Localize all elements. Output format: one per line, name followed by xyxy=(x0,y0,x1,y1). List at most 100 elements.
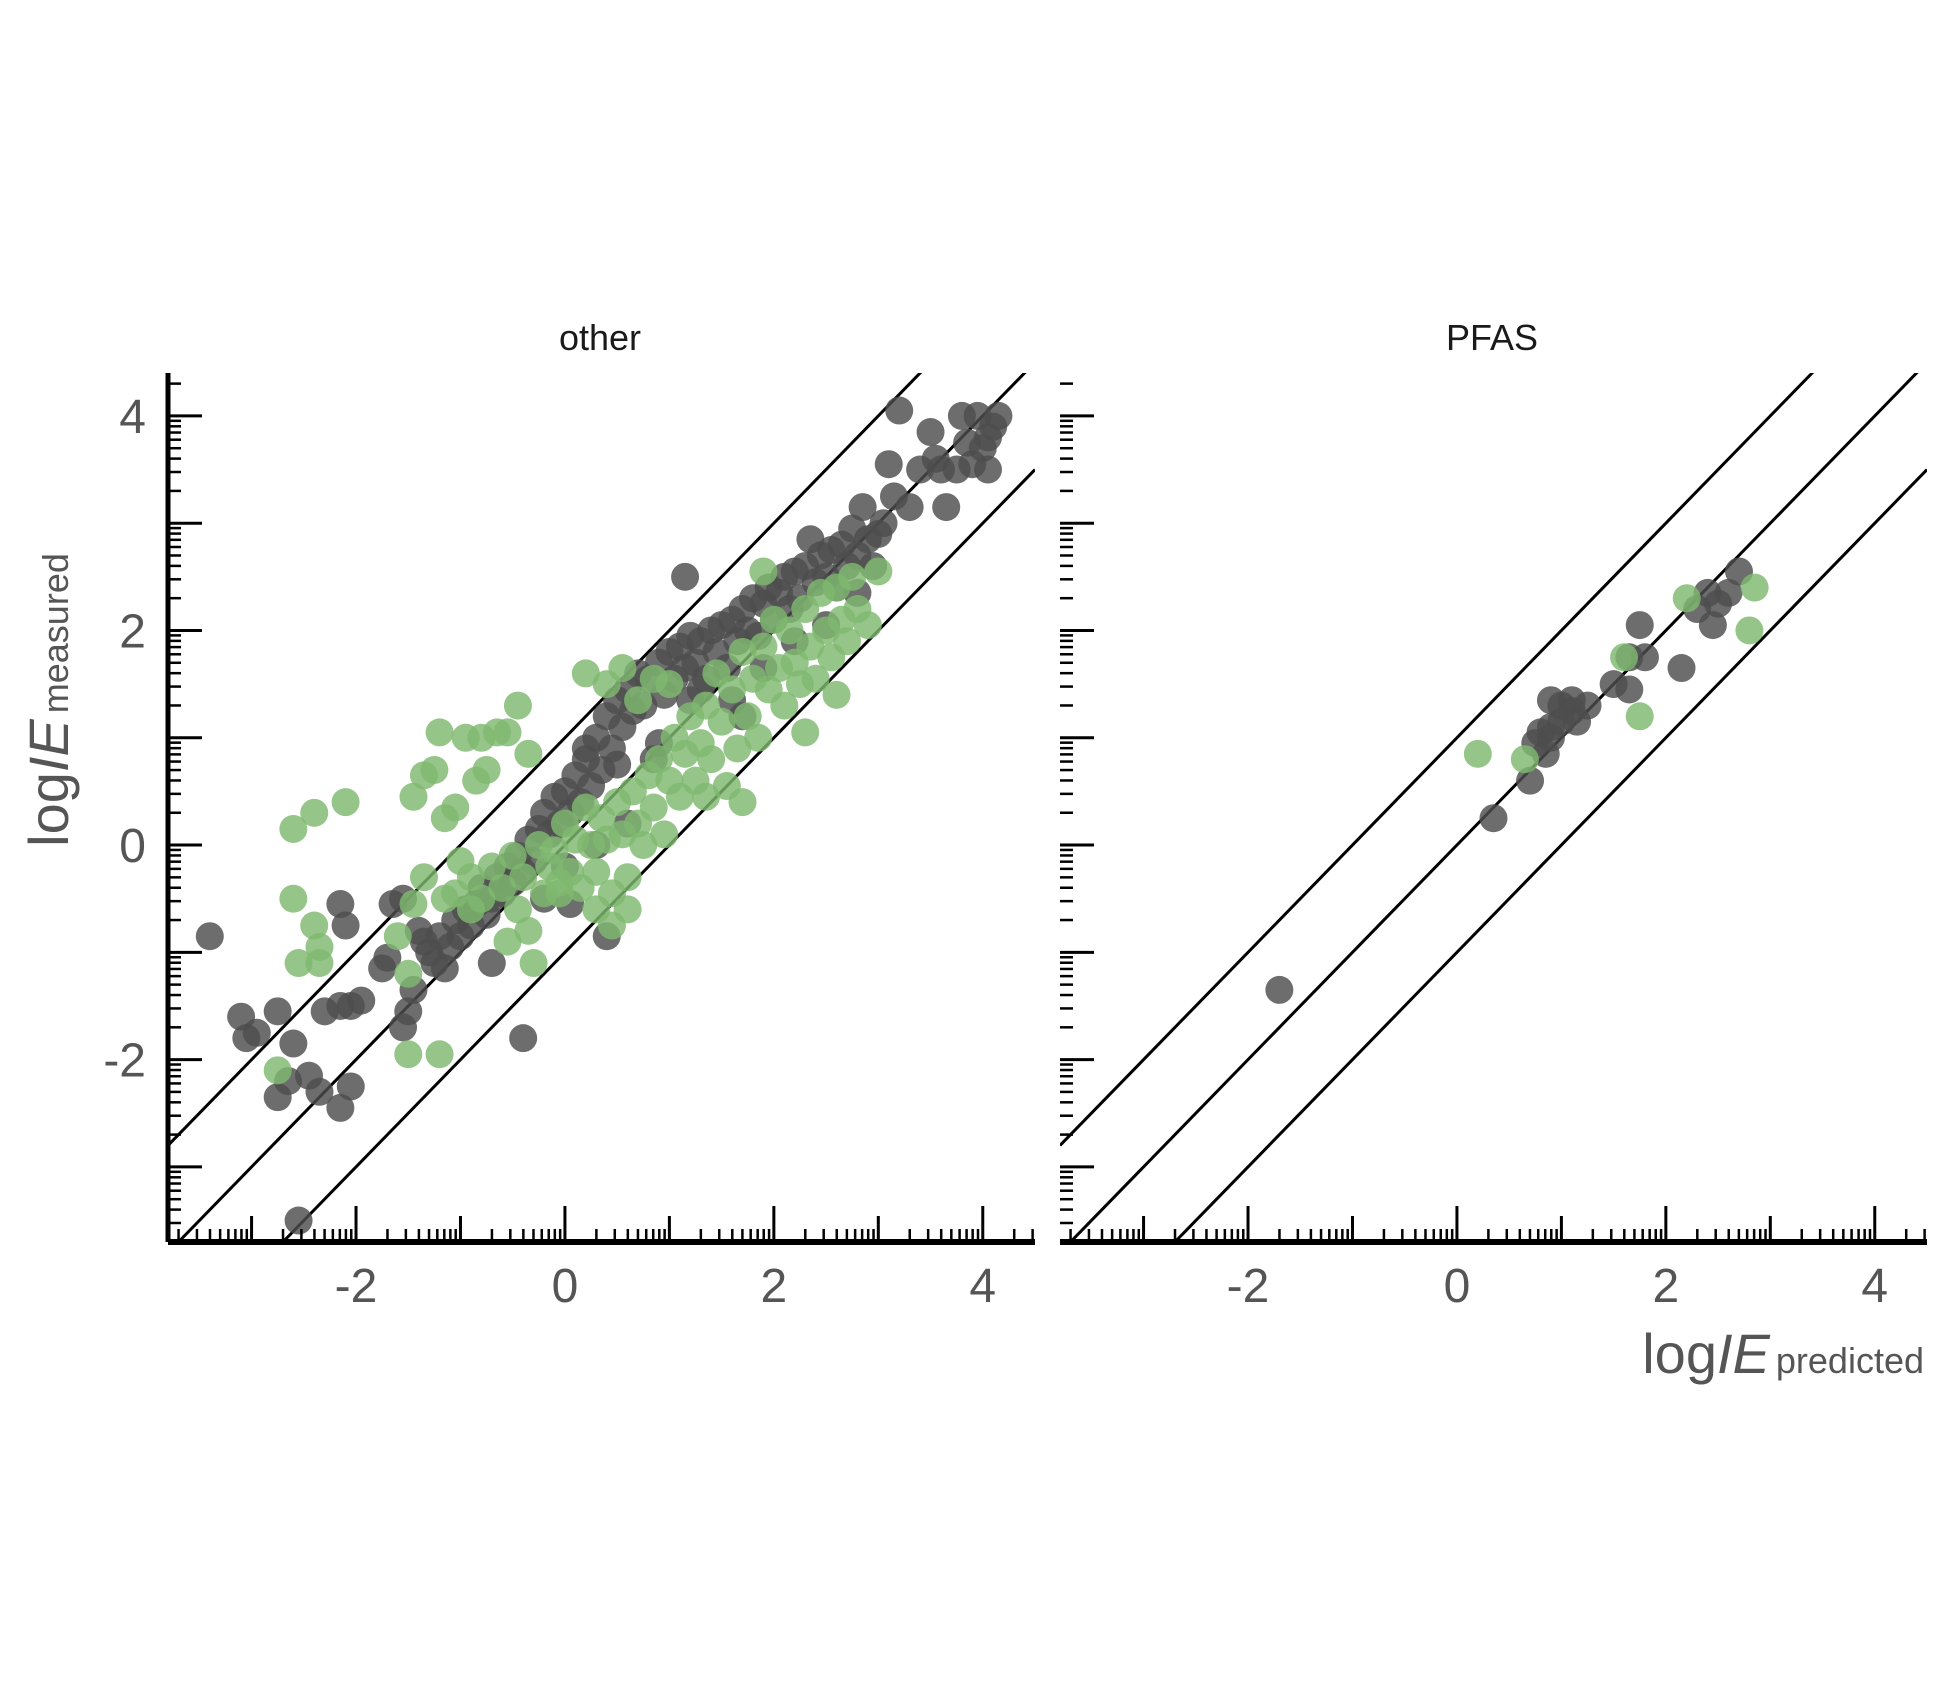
data-point-dark xyxy=(347,986,376,1015)
data-point-green xyxy=(409,863,438,892)
data-point-green xyxy=(775,616,804,645)
x-tick-label: -2 xyxy=(335,1260,378,1313)
x-tick-labels-pfas: -2 0 2 4 xyxy=(1227,1260,1888,1313)
data-point-green xyxy=(498,841,527,870)
data-point-dark xyxy=(895,493,924,522)
data-point-green xyxy=(744,723,773,752)
axes-pfas xyxy=(1060,382,1927,1245)
data-point-green xyxy=(409,761,438,790)
data-point-dark xyxy=(331,911,360,940)
panel-other: other -2 0 2 4 -2 0 2 4 xyxy=(103,317,1035,1313)
x-axis-label-log: log xyxy=(1642,1322,1717,1385)
data-point-green xyxy=(691,782,720,811)
data-point-dark xyxy=(885,396,914,425)
data-point-green xyxy=(519,949,548,978)
data-point-green xyxy=(540,836,569,865)
data-point-dark xyxy=(603,750,632,779)
data-point-dark xyxy=(263,997,292,1026)
data-point-dark xyxy=(326,1093,355,1122)
data-point-dark xyxy=(305,1077,334,1106)
data-point-green xyxy=(472,755,501,784)
data-point-green xyxy=(514,739,543,768)
data-point-dark xyxy=(1625,611,1654,640)
data-point-green xyxy=(791,718,820,747)
y-tick-label: 4 xyxy=(119,391,146,444)
data-point-dark xyxy=(477,949,506,978)
data-point-green xyxy=(864,557,893,586)
data-point-green xyxy=(399,782,428,811)
data-point-dark xyxy=(195,922,224,951)
data-point-green xyxy=(1463,739,1492,768)
data-point-dark xyxy=(242,1018,271,1047)
data-point-green xyxy=(279,814,308,843)
data-point-green xyxy=(718,675,747,704)
data-point-dark xyxy=(1265,975,1294,1004)
x-tick-label: 2 xyxy=(1653,1260,1680,1313)
data-point-dark xyxy=(874,450,903,479)
data-point-green xyxy=(655,670,684,699)
data-point-green xyxy=(749,557,778,586)
data-point-green xyxy=(832,627,861,656)
data-point-green xyxy=(488,873,517,902)
data-point-dark xyxy=(284,1206,313,1235)
panel-title-pfas: PFAS xyxy=(1446,317,1538,358)
data-point-green xyxy=(733,702,762,731)
data-point-green xyxy=(624,686,653,715)
y-tick-label: 0 xyxy=(119,820,146,873)
y-axis-label-log: log xyxy=(17,772,80,847)
data-point-dark xyxy=(1615,675,1644,704)
data-point-green xyxy=(305,949,334,978)
points-pfas xyxy=(1265,557,1769,1004)
data-point-green xyxy=(608,654,637,683)
data-point-green xyxy=(1610,643,1639,672)
data-point-green xyxy=(331,788,360,817)
panel-pfas: PFAS -2 0 2 4 xyxy=(1060,317,1927,1313)
data-point-green xyxy=(441,793,470,822)
data-point-green xyxy=(425,1040,454,1069)
data-point-dark xyxy=(1630,643,1659,672)
data-point-green xyxy=(425,718,454,747)
reference-line xyxy=(1060,373,1815,1147)
data-point-dark xyxy=(1667,654,1696,683)
y-tick-label: 2 xyxy=(119,605,146,658)
x-tick-label: -2 xyxy=(1227,1260,1270,1313)
data-point-dark xyxy=(869,509,898,538)
data-point-green xyxy=(629,831,658,860)
data-point-green xyxy=(1672,584,1701,613)
data-point-green xyxy=(749,632,778,661)
points-other xyxy=(195,396,1013,1235)
data-point-dark xyxy=(932,493,961,522)
data-point-green xyxy=(707,707,736,736)
data-point-green xyxy=(300,911,329,940)
data-point-green xyxy=(650,820,679,849)
x-tick-labels-other: -2 0 2 4 xyxy=(335,1260,996,1313)
data-point-green xyxy=(477,852,506,881)
data-point-green xyxy=(822,680,851,709)
data-point-dark xyxy=(973,455,1002,484)
y-axis-label-sub: measured xyxy=(35,553,76,713)
data-point-green xyxy=(770,691,799,720)
data-point-green xyxy=(1740,573,1769,602)
data-point-green xyxy=(279,884,308,913)
data-point-green xyxy=(545,879,574,908)
data-point-dark xyxy=(848,493,877,522)
y-tick-labels: -2 0 2 4 xyxy=(103,391,146,1088)
data-point-green xyxy=(697,745,726,774)
data-point-green xyxy=(571,659,600,688)
data-point-green xyxy=(493,927,522,956)
data-point-green xyxy=(493,718,522,747)
data-point-green xyxy=(644,745,673,774)
data-point-dark xyxy=(1714,578,1743,607)
y-tick-label: -2 xyxy=(103,1035,146,1088)
data-point-green xyxy=(801,664,830,693)
data-point-green xyxy=(399,890,428,919)
data-point-green xyxy=(456,895,485,924)
data-point-green xyxy=(394,959,423,988)
data-point-green xyxy=(383,922,412,951)
data-point-green xyxy=(838,562,867,591)
data-point-dark xyxy=(671,562,700,591)
y-axis-label: logIE measured xyxy=(17,553,80,847)
data-point-dark xyxy=(1516,766,1545,795)
data-point-dark xyxy=(571,734,600,763)
